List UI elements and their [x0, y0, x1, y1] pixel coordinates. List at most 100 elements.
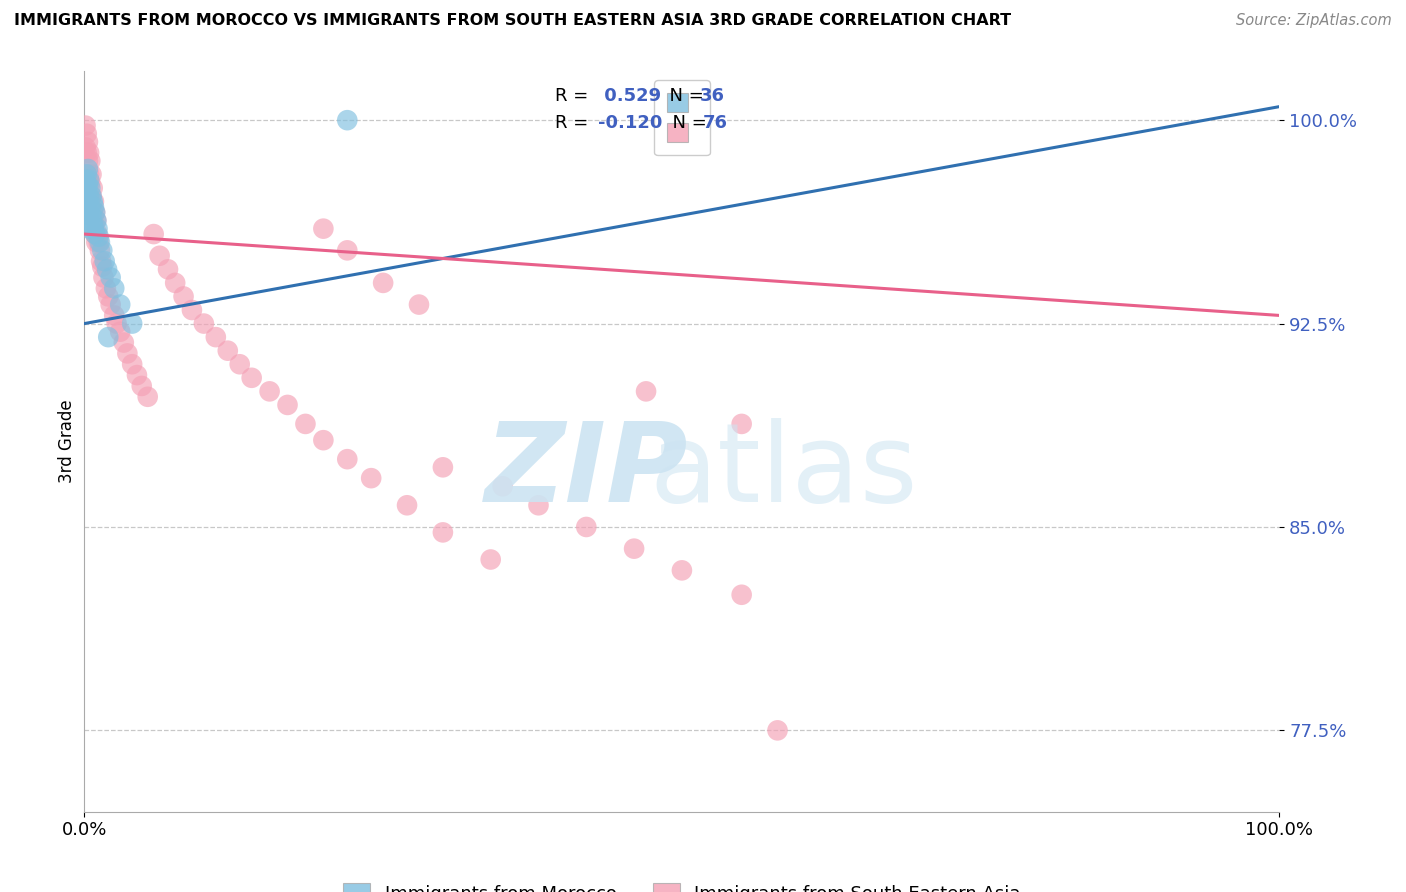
Point	[79, 181, 101, 195]
Point	[91, 244, 114, 258]
Point	[277, 398, 299, 412]
Point	[432, 460, 454, 475]
Point	[294, 417, 316, 431]
Point	[77, 145, 100, 160]
Y-axis label: 3rd Grade: 3rd Grade	[58, 400, 76, 483]
Text: 36: 36	[700, 87, 725, 105]
Point	[90, 254, 112, 268]
Text: R =: R =	[555, 114, 595, 132]
Point	[79, 221, 101, 235]
Point	[79, 200, 101, 214]
Point	[105, 317, 128, 331]
Point	[623, 541, 645, 556]
Point	[77, 189, 100, 203]
Point	[205, 330, 228, 344]
Point	[181, 303, 204, 318]
Point	[77, 168, 100, 182]
Point	[79, 176, 101, 190]
Point	[94, 281, 117, 295]
Text: atlas: atlas	[650, 417, 918, 524]
Point	[80, 189, 103, 203]
Point	[240, 371, 263, 385]
Point	[91, 260, 114, 274]
Point	[373, 276, 395, 290]
Text: 76: 76	[703, 114, 728, 132]
Text: R =: R =	[555, 87, 595, 105]
Text: -0.120: -0.120	[598, 114, 662, 132]
Point	[83, 200, 105, 214]
Point	[77, 161, 100, 176]
Point	[432, 525, 454, 540]
Point	[117, 346, 139, 360]
Point	[157, 262, 180, 277]
Point	[77, 194, 100, 209]
Point	[636, 384, 658, 399]
Point	[112, 335, 135, 350]
Point	[100, 270, 122, 285]
Point	[86, 227, 108, 241]
Point	[80, 189, 103, 203]
Point	[80, 168, 103, 182]
Point	[193, 317, 215, 331]
Point	[82, 216, 104, 230]
Point	[408, 297, 430, 311]
Point	[77, 178, 100, 193]
Point	[77, 173, 100, 187]
Point	[75, 140, 97, 154]
Point	[766, 723, 789, 738]
Text: IMMIGRANTS FROM MOROCCO VS IMMIGRANTS FROM SOUTH EASTERN ASIA 3RD GRADE CORRELAT: IMMIGRANTS FROM MOROCCO VS IMMIGRANTS FR…	[14, 13, 1011, 29]
Point	[86, 213, 108, 227]
Point	[731, 417, 754, 431]
Point	[79, 200, 101, 214]
Point	[396, 498, 419, 512]
Point	[87, 235, 110, 250]
Point	[103, 309, 125, 323]
Point	[77, 189, 100, 203]
Point	[77, 173, 100, 187]
Point	[131, 379, 153, 393]
Point	[87, 229, 110, 244]
Point	[165, 276, 187, 290]
Point	[89, 244, 111, 258]
Point	[125, 368, 148, 383]
Point	[360, 471, 382, 485]
Point	[336, 452, 359, 467]
Point	[671, 563, 693, 577]
Point	[527, 498, 550, 512]
Point	[83, 216, 105, 230]
Point	[121, 317, 143, 331]
Point	[121, 357, 143, 371]
Text: Source: ZipAtlas.com: Source: ZipAtlas.com	[1236, 13, 1392, 29]
Point	[79, 153, 101, 168]
Point	[575, 520, 598, 534]
Text: N =: N =	[661, 114, 713, 132]
Point	[76, 168, 98, 182]
Text: 0.529: 0.529	[598, 87, 661, 105]
Point	[142, 227, 165, 241]
Point	[336, 244, 359, 258]
Point	[89, 235, 111, 250]
Point	[229, 357, 252, 371]
Text: ZIP: ZIP	[485, 417, 688, 524]
Point	[84, 205, 107, 219]
Point	[731, 588, 754, 602]
Point	[110, 325, 132, 339]
Point	[97, 289, 120, 303]
Point	[76, 200, 98, 214]
Point	[86, 221, 108, 235]
Point	[110, 297, 132, 311]
Point	[492, 479, 515, 493]
Point	[173, 289, 195, 303]
Point	[76, 168, 98, 182]
Point	[75, 173, 97, 187]
Point	[75, 189, 97, 203]
Point	[75, 119, 97, 133]
Point	[76, 145, 98, 160]
Point	[93, 270, 115, 285]
Point	[82, 181, 104, 195]
Point	[149, 249, 172, 263]
Point	[82, 205, 104, 219]
Point	[312, 221, 335, 235]
Point	[479, 552, 502, 566]
Point	[217, 343, 239, 358]
